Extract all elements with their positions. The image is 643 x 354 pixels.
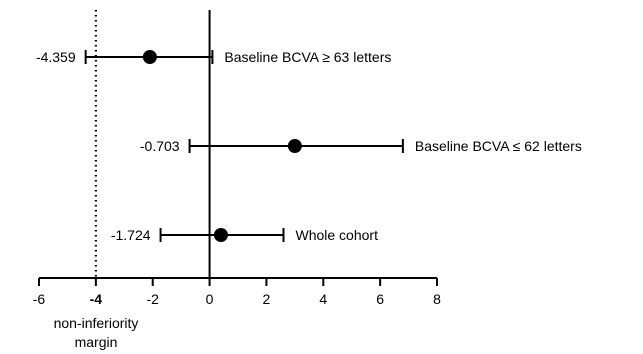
margin-label-line-2: margin bbox=[75, 334, 118, 350]
row-label: Baseline BCVA ≥ 63 letters bbox=[224, 49, 391, 65]
point-estimate bbox=[142, 50, 157, 64]
row-label: Whole cohort bbox=[295, 227, 378, 243]
x-tick-label: -4 bbox=[90, 291, 103, 307]
point-estimate bbox=[287, 139, 302, 153]
row-label: Baseline BCVA ≤ 62 letters bbox=[415, 138, 582, 154]
x-tick-label: 0 bbox=[206, 291, 214, 307]
lower-bound-label: -4.359 bbox=[36, 49, 76, 65]
forest-row: -0.703 Baseline BCVA ≤ 62 letters bbox=[140, 138, 582, 154]
non-inferiority-label: non-inferiority margin bbox=[54, 315, 139, 350]
point-estimate bbox=[213, 228, 228, 242]
margin-label-line-1: non-inferiority bbox=[54, 315, 139, 331]
x-tick-label: -2 bbox=[146, 291, 159, 307]
x-axis: -6 -4 -2 0 2 4 6 8 bbox=[33, 277, 441, 307]
x-tick-label: 6 bbox=[376, 291, 384, 307]
reference-lines bbox=[94, 10, 211, 278]
lower-bound-label: -1.724 bbox=[111, 227, 151, 243]
lower-bound-label: -0.703 bbox=[140, 138, 180, 154]
x-tick-label: 8 bbox=[433, 291, 441, 307]
x-tick-label: 4 bbox=[319, 291, 327, 307]
x-tick-label: -6 bbox=[33, 291, 46, 307]
forest-row: -4.359 Baseline BCVA ≥ 63 letters bbox=[36, 49, 391, 65]
forest-row: -1.724 Whole cohort bbox=[111, 227, 378, 243]
x-tick-label: 2 bbox=[263, 291, 271, 307]
rows: -4.359 Baseline BCVA ≥ 63 letters -0.703 Ba… bbox=[36, 49, 582, 243]
